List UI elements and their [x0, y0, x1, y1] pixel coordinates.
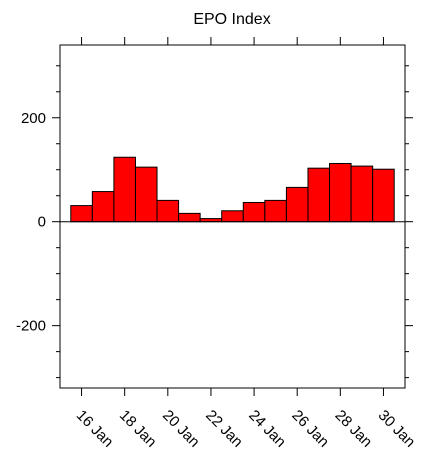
bar	[70, 205, 93, 223]
bar	[156, 199, 180, 223]
chart-title: EPO Index	[193, 11, 270, 28]
bar	[307, 167, 331, 223]
plot-frame	[59, 44, 406, 389]
x-tick-label: 30 Jan	[375, 407, 419, 451]
bar	[113, 156, 136, 223]
x-tick-label: 22 Jan	[202, 407, 246, 451]
y-tick-label: -200	[16, 318, 46, 335]
x-tick-label: 20 Jan	[159, 407, 203, 451]
bar	[329, 162, 352, 223]
bar	[285, 186, 309, 223]
x-tick-label: 28 Jan	[331, 407, 375, 451]
y-tick-label: 0	[38, 214, 46, 231]
bar	[221, 210, 244, 223]
bar	[91, 191, 115, 223]
bar	[264, 199, 287, 223]
x-tick-label: 24 Jan	[245, 407, 289, 451]
bar	[178, 212, 201, 223]
x-tick-label: 26 Jan	[288, 407, 332, 451]
bar	[350, 165, 374, 223]
x-tick-label: 16 Jan	[73, 407, 117, 451]
bar	[242, 201, 266, 223]
bar	[134, 166, 158, 223]
y-tick-label: 200	[21, 110, 46, 127]
bar	[372, 168, 395, 223]
x-tick-label: 18 Jan	[116, 407, 160, 451]
